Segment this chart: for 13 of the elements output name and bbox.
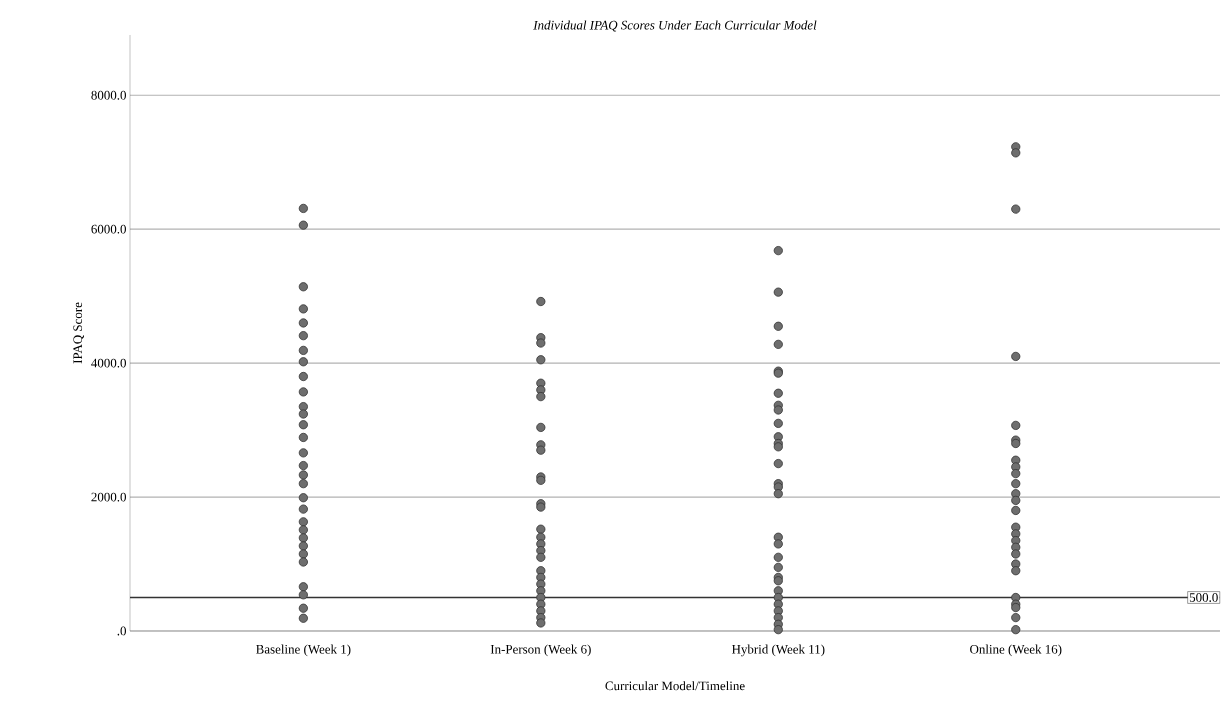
x-tick-label: Baseline (Week 1) (256, 644, 351, 657)
y-tick-label: 4000.0 (91, 358, 126, 368)
x-tick-label: Hybrid (Week 11) (731, 644, 825, 657)
x-axis-title: Curricular Model/Timeline (605, 681, 745, 691)
y-tick-label: .0 (117, 626, 126, 636)
y-tick-label: 8000.0 (91, 90, 126, 100)
y-tick-label: 2000.0 (91, 492, 126, 502)
y-axis-title: IPAQ Score (73, 302, 85, 364)
chart-title: Individual IPAQ Scores Under Each Curricular Model (533, 20, 817, 32)
y-tick-label: 6000.0 (91, 224, 126, 234)
ref-line-label: 500.0 (1189, 593, 1218, 602)
x-tick-label: In-Person (Week 6) (490, 644, 591, 657)
x-tick-label: Online (Week 16) (970, 644, 1062, 657)
